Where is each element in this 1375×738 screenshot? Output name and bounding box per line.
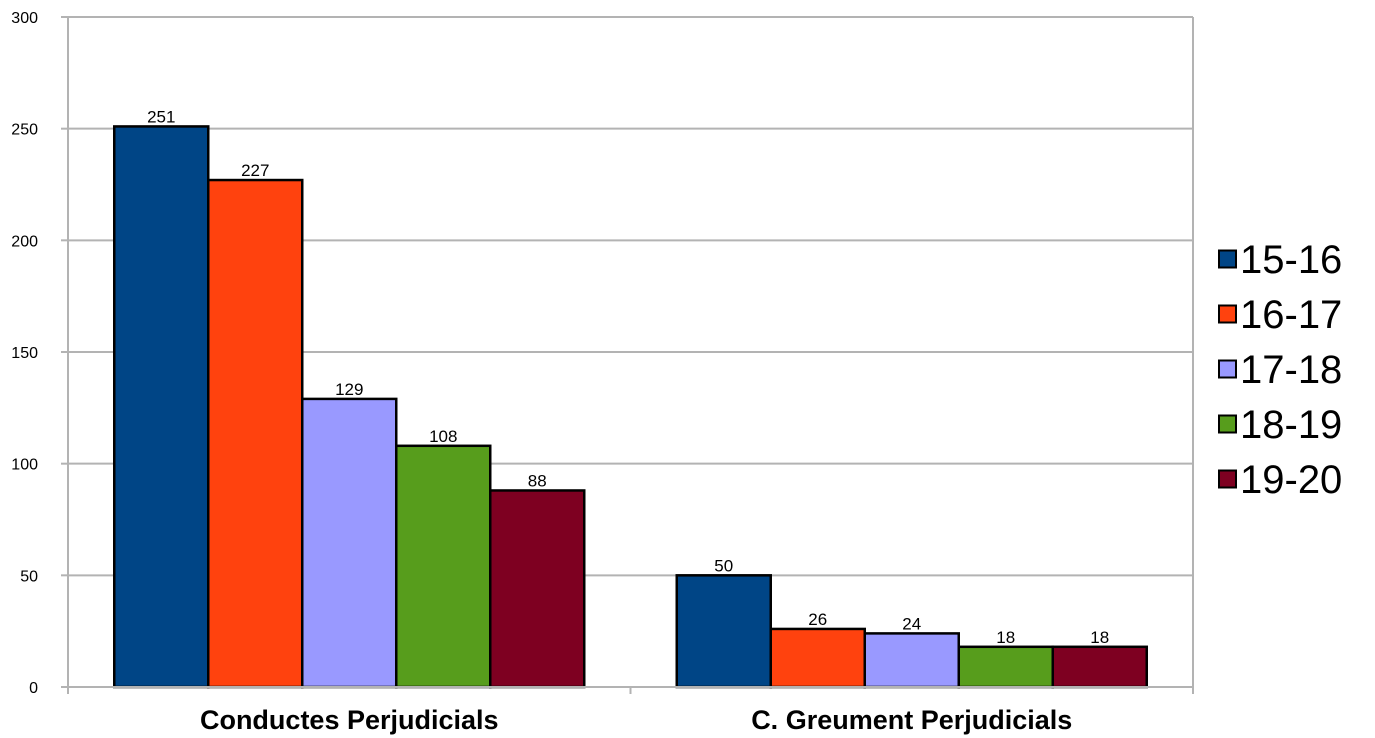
legend-label: 19-20 [1240, 458, 1342, 502]
bar-17-18-1 [301, 397, 398, 689]
y-tick-label: 0 [29, 680, 38, 697]
bar-18-19-1 [395, 444, 492, 689]
bar-15-16-2 [675, 574, 772, 689]
legend-swatch [1218, 414, 1237, 434]
category-label: C. Greument Perjudicials [751, 705, 1072, 735]
data-label: 251 [147, 107, 175, 126]
bars: 251 227 129 108 88 50 26 24 18 18 [113, 107, 1148, 689]
legend-swatch [1218, 359, 1237, 379]
bar-19-20-2 [1051, 645, 1148, 689]
data-label: 26 [808, 610, 827, 629]
data-label: 24 [902, 614, 921, 633]
y-tick-label: 200 [11, 233, 38, 250]
legend-swatch [1218, 469, 1237, 489]
category-label: Conductes Perjudicials [200, 705, 499, 735]
y-tick-label: 100 [11, 457, 38, 474]
data-label: 227 [241, 161, 269, 180]
bar-16-17-1 [207, 178, 304, 689]
data-label: 18 [1090, 628, 1109, 647]
legend-swatch [1218, 249, 1237, 269]
bar-19-20-1 [489, 489, 586, 689]
y-tick-label: 150 [11, 345, 38, 362]
y-axis: 0 50 100 150 200 250 300 [11, 10, 1194, 697]
y-tick-label: 50 [20, 568, 38, 585]
bar-17-18-2 [863, 632, 960, 689]
y-tick-label: 250 [11, 122, 38, 139]
x-axis: Conductes Perjudicials C. Greument Perjud… [67, 686, 1194, 735]
legend-label: 17-18 [1240, 348, 1342, 392]
data-label: 18 [996, 628, 1015, 647]
legend-label: 18-19 [1240, 403, 1342, 447]
data-label: 129 [335, 380, 363, 399]
legend-label: 16-17 [1240, 293, 1342, 337]
data-label: 108 [429, 427, 457, 446]
bar-18-19-2 [957, 645, 1054, 689]
y-tick-label: 300 [11, 10, 38, 27]
legend-swatch [1218, 304, 1237, 324]
data-label: 88 [528, 471, 547, 490]
legend-label: 15-16 [1240, 238, 1342, 282]
legend: 15-16 16-17 17-18 18-19 19-20 [1218, 238, 1342, 502]
bar-15-16-1 [113, 125, 210, 689]
bar-16-17-2 [769, 627, 866, 689]
data-label: 50 [714, 556, 733, 575]
